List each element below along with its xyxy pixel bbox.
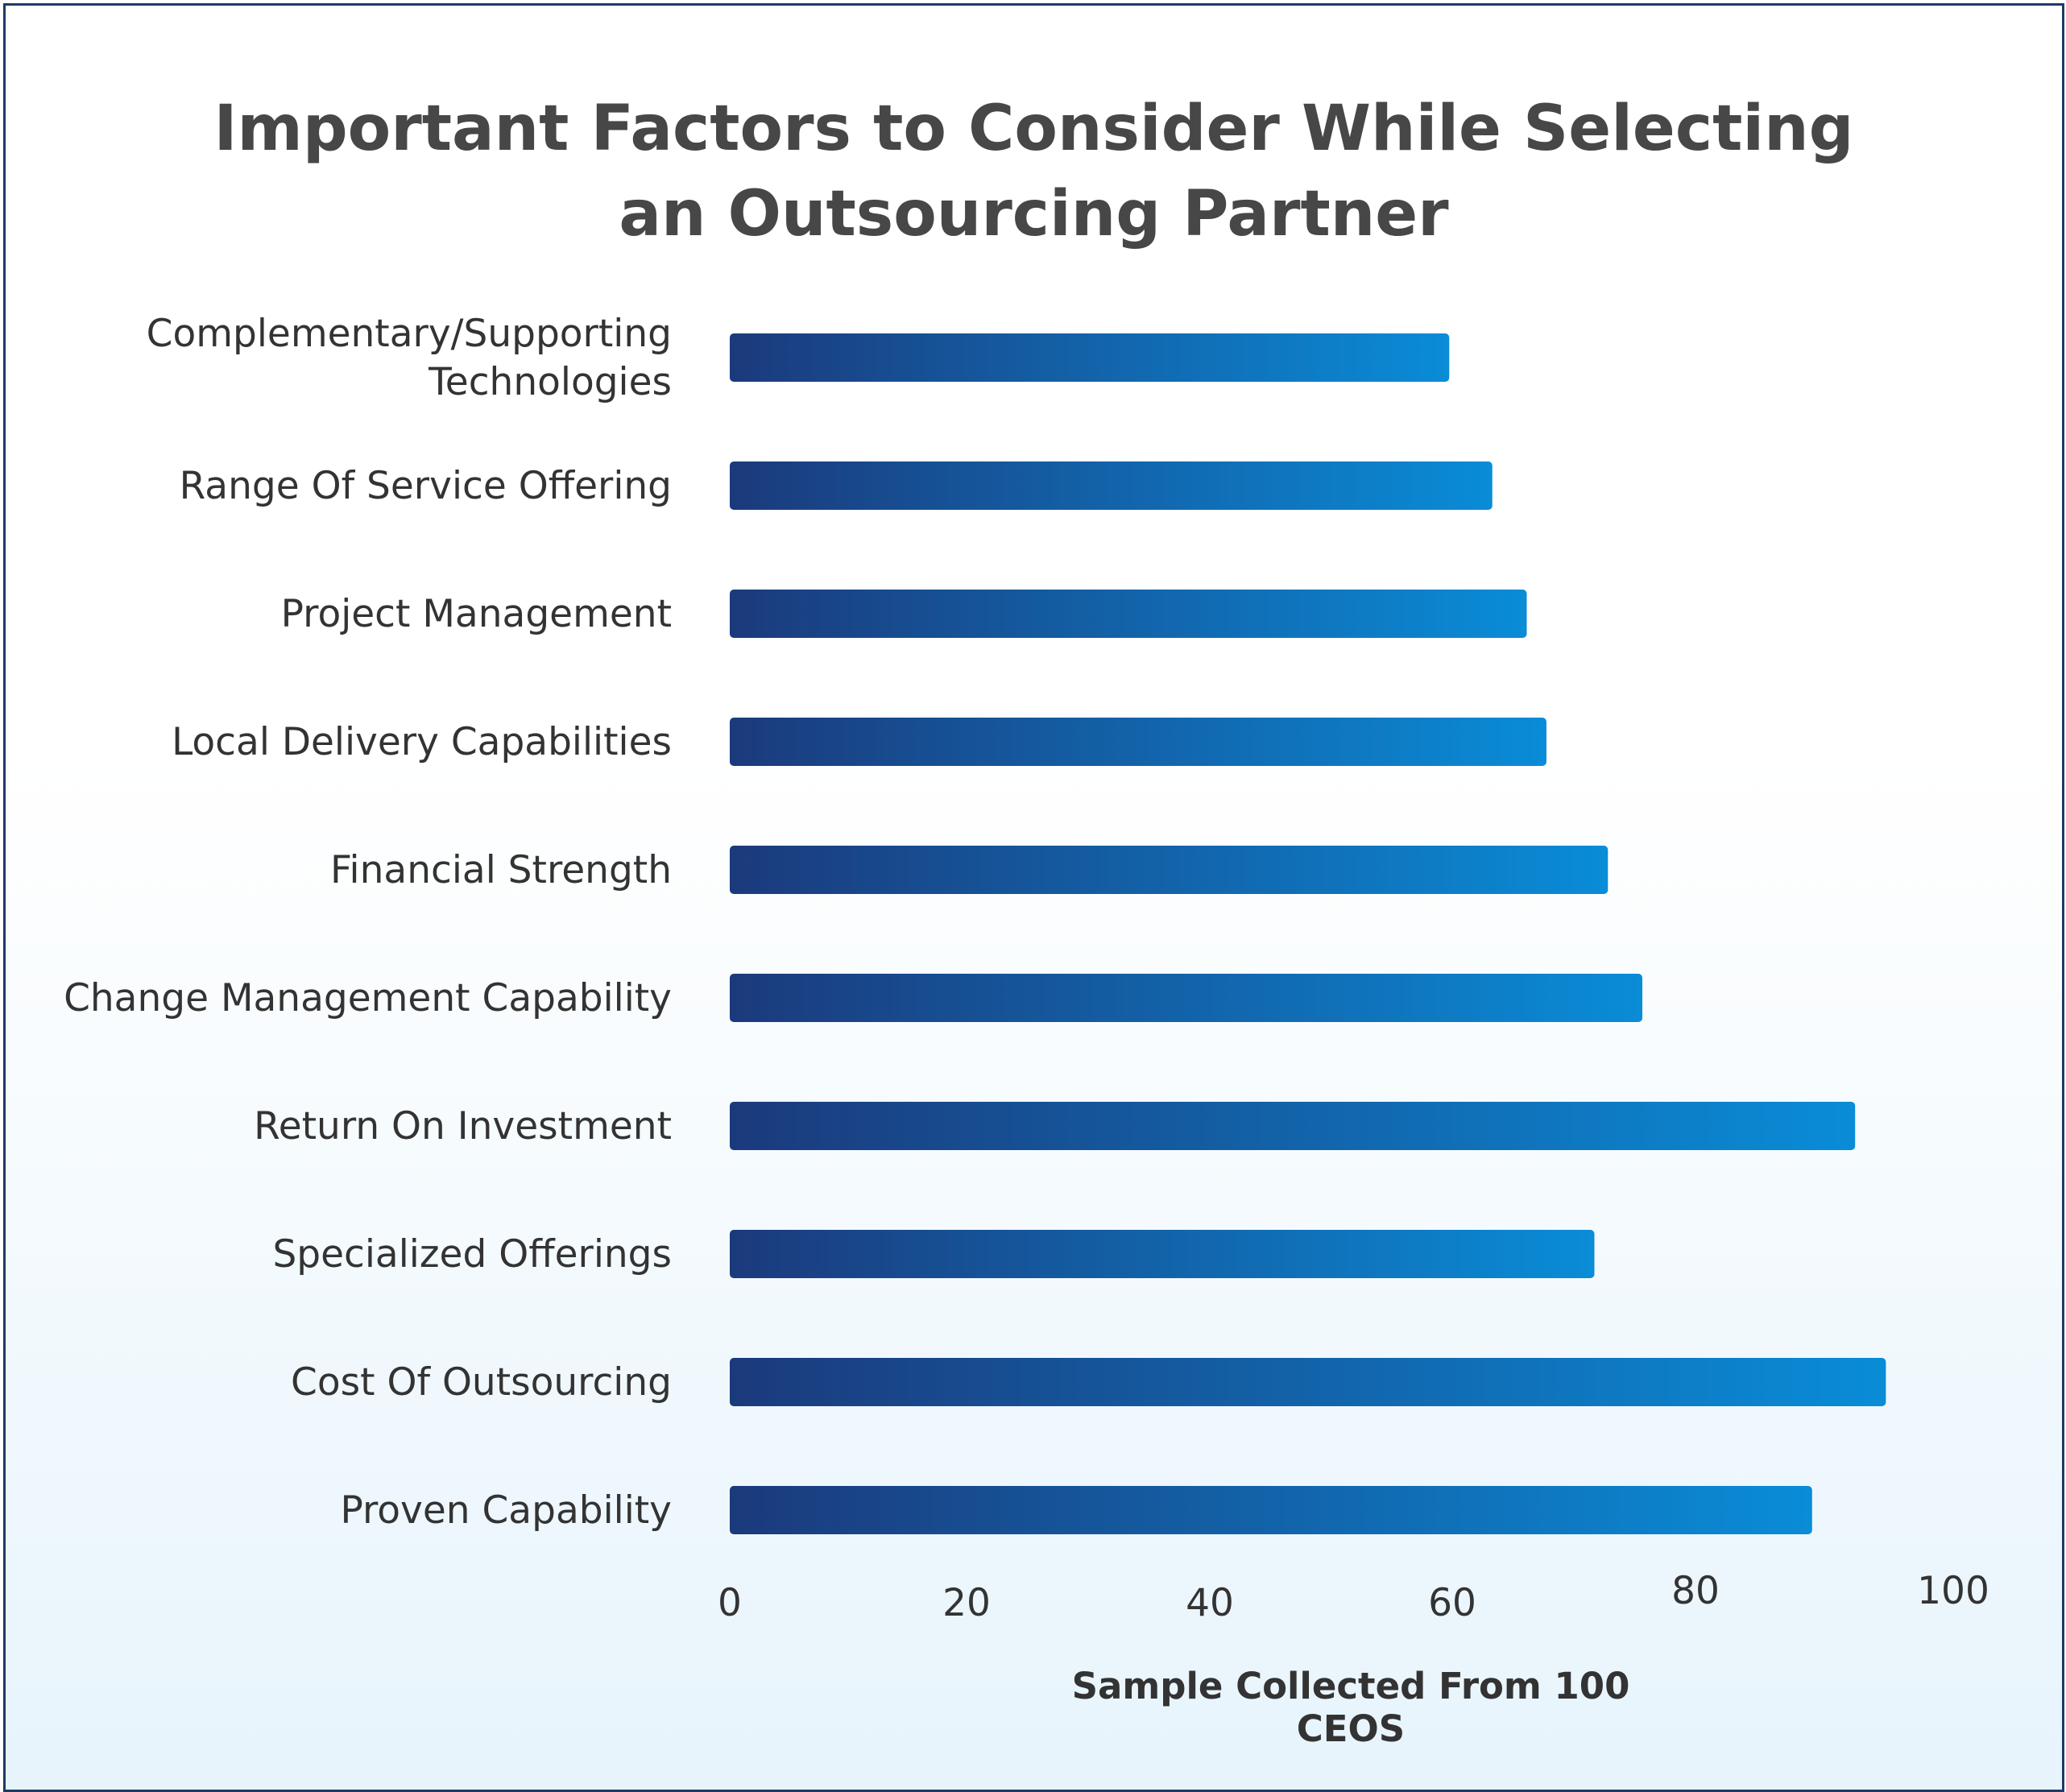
category-label-9: Proven Capability xyxy=(340,1488,672,1533)
category-label-5: Change Management Capability xyxy=(64,976,672,1020)
category-label-line: Complementary/Supporting xyxy=(147,312,672,356)
category-label-8: Cost Of Outsourcing xyxy=(291,1360,672,1405)
category-labels-group: Complementary/Supporting Technologies Rang… xyxy=(64,312,672,1533)
category-label-line: Technologies xyxy=(428,360,672,404)
bar-2 xyxy=(730,590,1527,638)
bar-7 xyxy=(730,1230,1595,1278)
category-label-line: Specialized Offerings xyxy=(272,1232,672,1277)
category-label-line: Financial Strength xyxy=(330,848,672,892)
category-label-line: Proven Capability xyxy=(340,1488,672,1533)
category-label-3: Local Delivery Capabilities xyxy=(172,720,672,764)
chart-title-line-2: an Outsourcing Partner xyxy=(619,178,1449,250)
category-label-6: Return On Investment xyxy=(254,1104,672,1148)
category-label-line: Return On Investment xyxy=(254,1104,672,1148)
bar-chart: Complementary/Supporting Technologies Rang… xyxy=(64,312,1989,1625)
x-tick-label-80: 80 xyxy=(1671,1569,1720,1613)
bar-9 xyxy=(730,1486,1812,1534)
x-tick-label-40: 40 xyxy=(1186,1581,1234,1625)
category-label-line: Project Management xyxy=(281,592,672,636)
bar-5 xyxy=(730,974,1643,1022)
bars-group xyxy=(730,333,1886,1534)
bar-8 xyxy=(730,1358,1886,1406)
bar-4 xyxy=(730,846,1608,894)
chart-title-line-1: Important Factors to Consider While Sele… xyxy=(213,93,1854,165)
category-label-1: Range Of Service Offering xyxy=(180,464,672,508)
category-label-4: Financial Strength xyxy=(330,848,672,892)
bar-3 xyxy=(730,718,1546,766)
category-label-2: Project Management xyxy=(281,592,672,636)
x-tick-label-100: 100 xyxy=(1917,1569,1989,1613)
category-label-line: Local Delivery Capabilities xyxy=(172,720,672,764)
chart-title: Important Factors to Consider While Sele… xyxy=(6,86,2062,257)
chart-frame: Important Factors to Consider While Sele… xyxy=(3,3,2064,1792)
bar-1 xyxy=(730,461,1493,510)
x-tick-label-60: 60 xyxy=(1428,1581,1476,1625)
category-label-line: Change Management Capability xyxy=(64,976,672,1020)
category-label-line: Range Of Service Offering xyxy=(180,464,672,508)
x-tick-label-20: 20 xyxy=(942,1581,991,1625)
x-tick-label-0: 0 xyxy=(718,1581,742,1625)
bar-0 xyxy=(730,333,1450,382)
category-label-7: Specialized Offerings xyxy=(272,1232,672,1277)
category-label-line: Cost Of Outsourcing xyxy=(291,1360,672,1405)
bar-6 xyxy=(730,1102,1856,1150)
x-tick-labels-group: 0 20 40 60 80 100 xyxy=(718,1569,1989,1625)
category-label-0: Complementary/Supporting Technologies xyxy=(147,312,672,404)
x-axis-title: Sample Collected From 100 CEOS xyxy=(1071,1665,1630,1750)
